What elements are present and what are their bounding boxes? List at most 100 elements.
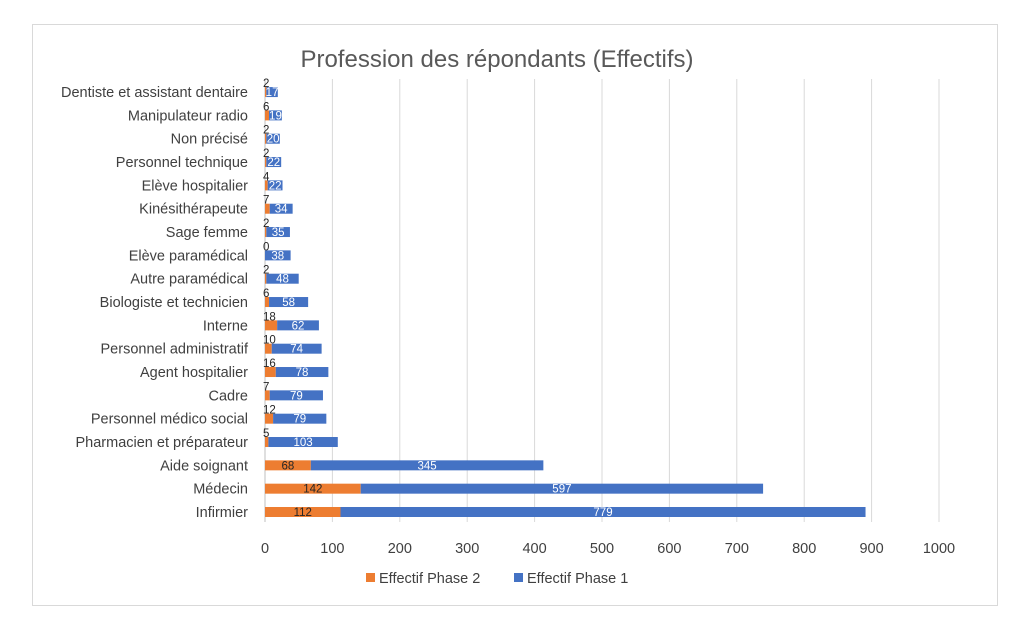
data-label-phase-2: 4 bbox=[263, 171, 270, 183]
category-label: Agent hospitalier bbox=[140, 365, 248, 381]
category-labels: Infirmier Médecin Aide soignant Pharmacien … bbox=[61, 85, 249, 521]
category-label: Dentiste et assistant dentaire bbox=[61, 85, 248, 101]
x-tick-label: 1000 bbox=[923, 541, 955, 557]
legend-label: Effectif Phase 2 bbox=[379, 571, 480, 587]
data-label-phase-2: 68 bbox=[282, 460, 295, 472]
bar-phase-1 bbox=[273, 413, 327, 424]
data-label-phase-1: 38 bbox=[271, 250, 284, 262]
category-label: Personnel médico social bbox=[91, 412, 248, 428]
data-label-phase-2: 2 bbox=[263, 148, 269, 160]
category-label: Kinésithérapeute bbox=[139, 202, 248, 218]
legend-swatch bbox=[514, 573, 523, 582]
x-tick-label: 200 bbox=[388, 541, 412, 557]
data-label-phase-1: 62 bbox=[292, 320, 305, 332]
category-label: Cadre bbox=[209, 388, 249, 404]
bar-phase-1 bbox=[265, 250, 291, 261]
x-tick-label: 800 bbox=[792, 541, 816, 557]
x-tick-label: 400 bbox=[522, 541, 546, 557]
bar-phase-1 bbox=[266, 273, 299, 284]
x-tick-label: 700 bbox=[725, 541, 749, 557]
data-label-phase-1: 79 bbox=[293, 414, 306, 426]
bars bbox=[265, 87, 866, 517]
category-label: Autre paramédical bbox=[130, 272, 248, 288]
category-label: Personnel technique bbox=[116, 155, 248, 171]
bar-phase-1 bbox=[360, 483, 764, 494]
bar-phase-1 bbox=[269, 203, 293, 214]
category-label: Elève paramédical bbox=[129, 248, 248, 264]
data-label-phase-2: 2 bbox=[263, 125, 269, 137]
bar-phase-2 bbox=[265, 133, 267, 144]
category-label: Aide soignant bbox=[160, 458, 248, 474]
bar-phase-1 bbox=[266, 87, 278, 98]
data-label-phase-1: 103 bbox=[293, 437, 312, 449]
bar-phase-1 bbox=[268, 437, 338, 448]
legend-label: Effectif Phase 1 bbox=[527, 571, 628, 587]
bar-phase-2 bbox=[265, 157, 267, 168]
chart-frame: Profession des répondants (Effectifs) 11… bbox=[32, 24, 998, 606]
bar-phase-2 bbox=[265, 483, 361, 494]
data-label-phase-1: 48 bbox=[276, 274, 289, 286]
bar-phase-2 bbox=[265, 87, 267, 98]
category-label: Sage femme bbox=[166, 225, 248, 241]
category-label: Interne bbox=[203, 318, 248, 334]
data-label-phase-1: 22 bbox=[269, 180, 282, 192]
data-label-phase-1: 74 bbox=[290, 344, 303, 356]
bar-phase-2 bbox=[265, 180, 268, 191]
x-tick-label: 500 bbox=[590, 541, 614, 557]
legend: Effectif Phase 2 Effectif Phase 1 bbox=[366, 571, 628, 587]
data-label-phase-1: 597 bbox=[552, 484, 571, 496]
bar-phase-2 bbox=[265, 273, 267, 284]
category-label: Biologiste et technicien bbox=[100, 295, 248, 311]
category-label: Non précisé bbox=[171, 132, 248, 148]
bar-phase-2 bbox=[265, 413, 274, 424]
data-label-phase-1: 35 bbox=[272, 227, 285, 239]
legend-swatch bbox=[366, 573, 375, 582]
data-label-phase-1: 17 bbox=[266, 87, 279, 99]
bar-phase-1 bbox=[277, 320, 319, 331]
x-tick-labels: 0 100 200 300 400 500 600 700 800 900 1000 bbox=[261, 541, 955, 557]
bar-phase-2 bbox=[265, 203, 270, 214]
category-label: Infirmier bbox=[196, 505, 249, 521]
category-label: Personnel administratif bbox=[101, 342, 249, 358]
bar-phase-1 bbox=[271, 343, 322, 354]
bar-phase-2 bbox=[265, 460, 311, 471]
category-label: Elève hospitalier bbox=[142, 178, 249, 194]
data-label-phase-1: 22 bbox=[267, 157, 280, 169]
bar-phase-1 bbox=[267, 180, 283, 191]
category-label: Pharmacien et préparateur bbox=[76, 435, 249, 451]
x-tick-label: 600 bbox=[657, 541, 681, 557]
gridlines bbox=[264, 79, 940, 522]
data-label-phase-2: 7 bbox=[263, 381, 269, 393]
bar-phase-2 bbox=[265, 390, 270, 401]
data-label-phase-2: 2 bbox=[263, 265, 269, 277]
data-label-phase-2: 18 bbox=[263, 311, 276, 323]
data-label-phase-2: 0 bbox=[263, 241, 269, 253]
data-label-phase-1: 20 bbox=[267, 134, 280, 146]
bar-phase-2 bbox=[265, 367, 276, 378]
chart-svg: Profession des répondants (Effectifs) 11… bbox=[61, 46, 955, 587]
bar-phase-1 bbox=[266, 157, 282, 168]
data-label-phase-2: 112 bbox=[294, 507, 312, 519]
x-tick-label: 100 bbox=[320, 541, 344, 557]
data-label-phase-2: 142 bbox=[303, 484, 322, 496]
data-label-phase-1: 78 bbox=[296, 367, 309, 379]
data-label-phase-1: 34 bbox=[275, 204, 288, 216]
data-label-phase-2: 16 bbox=[263, 358, 276, 370]
data-label-phase-2: 6 bbox=[263, 288, 269, 300]
bar-phase-1 bbox=[269, 390, 323, 401]
chart-title: Profession des répondants (Effectifs) bbox=[300, 46, 693, 73]
bar-phase-1 bbox=[340, 507, 866, 517]
data-label-phase-2: 2 bbox=[263, 218, 269, 230]
bar-phase-2 bbox=[265, 320, 278, 331]
data-label-phase-2: 10 bbox=[263, 335, 276, 347]
bar-phase-1 bbox=[266, 133, 280, 144]
data-label-phase-2: 2 bbox=[263, 78, 269, 90]
bar-phase-2 bbox=[265, 227, 267, 238]
x-tick-label: 300 bbox=[455, 541, 479, 557]
data-label-phase-1: 79 bbox=[290, 390, 303, 402]
bar-phase-1 bbox=[275, 367, 329, 378]
data-label-phase-2: 12 bbox=[263, 405, 276, 417]
data-label-phase-1: 779 bbox=[593, 507, 612, 519]
bar-phase-1 bbox=[310, 460, 544, 471]
